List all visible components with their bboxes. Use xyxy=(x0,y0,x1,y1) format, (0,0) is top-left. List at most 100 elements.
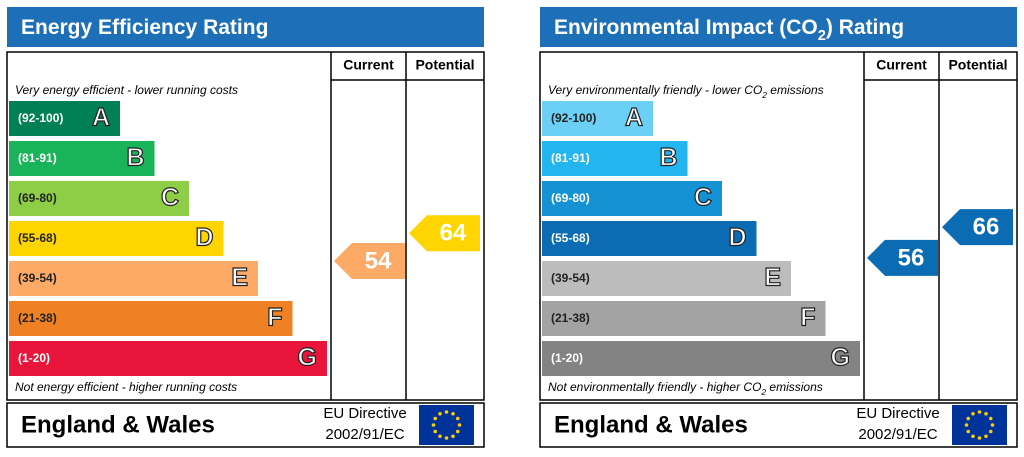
panel-title-part: Energy Efficiency Rating xyxy=(21,16,268,39)
band-range: (69-80) xyxy=(551,191,590,205)
band-letter: A xyxy=(92,104,110,132)
bottom-note-part: 2 xyxy=(760,387,766,397)
column-header: Current xyxy=(876,57,927,73)
title-bar xyxy=(7,7,484,47)
rating-band xyxy=(542,301,826,336)
rating-value: 56 xyxy=(898,244,925,271)
band-range: (81-91) xyxy=(18,151,57,165)
rating-band xyxy=(542,261,791,296)
eu-star xyxy=(438,411,442,416)
eu-star xyxy=(455,416,460,421)
rating-band xyxy=(9,221,224,256)
rating-arrow xyxy=(409,215,480,252)
footer-region: England & Wales xyxy=(21,411,215,438)
band-letter: E xyxy=(764,264,781,292)
rating-value: 54 xyxy=(365,247,392,274)
rating-band xyxy=(9,181,189,216)
band-range: (81-91) xyxy=(551,151,590,165)
eu-star xyxy=(988,429,993,434)
eu-star xyxy=(444,410,449,414)
top-note: Very environmentally friendly - lower CO… xyxy=(548,83,824,100)
top-note-part: emissions xyxy=(767,83,824,97)
eu-star xyxy=(451,434,455,439)
footer-code: 2002/91/EC xyxy=(325,426,404,443)
rating-band xyxy=(9,261,258,296)
bottom-note: Not energy efficient - higher running co… xyxy=(15,380,237,394)
band-letter: C xyxy=(161,184,179,212)
rating-arrow xyxy=(942,209,1013,246)
band-letter: G xyxy=(298,344,317,372)
band-range: (21-38) xyxy=(18,311,57,325)
rating-arrow xyxy=(334,243,405,279)
footer-frame xyxy=(6,402,485,448)
eu-star xyxy=(438,434,442,439)
top-note-part: Very energy efficient - lower running co… xyxy=(15,83,238,97)
bottom-note-part: Not environmentally friendly - higher CO xyxy=(548,380,761,394)
rating-value: 64 xyxy=(440,220,467,247)
table-frame xyxy=(6,51,485,401)
footer-region: England & Wales xyxy=(554,411,748,438)
panel-title-part: Environmental Impact (CO xyxy=(554,16,818,39)
band-letter: A xyxy=(625,104,643,132)
rating-band xyxy=(9,101,120,136)
rating-band xyxy=(9,301,293,336)
rating-band xyxy=(542,101,653,136)
eu-star xyxy=(444,436,449,440)
footer-directive: EU Directive xyxy=(323,405,406,422)
top-note: Very energy efficient - lower running co… xyxy=(15,83,238,97)
eu-star xyxy=(431,423,436,427)
eu-star xyxy=(984,411,988,416)
band-range: (55-68) xyxy=(18,231,57,245)
table-frame xyxy=(539,51,1018,401)
band-range: (1-20) xyxy=(551,351,583,365)
eu-star xyxy=(451,411,455,416)
eu-star xyxy=(971,411,975,416)
band-range: (69-80) xyxy=(18,191,57,205)
title-bar xyxy=(540,7,1017,47)
band-letter: F xyxy=(267,304,282,332)
band-letter: B xyxy=(126,144,144,172)
footer-frame xyxy=(539,402,1018,448)
band-letter: E xyxy=(231,264,248,292)
eu-star xyxy=(977,410,982,414)
panel-title: Energy Efficiency Rating xyxy=(21,16,268,39)
band-range: (92-100) xyxy=(551,111,596,125)
eu-star xyxy=(971,434,975,439)
panel-title: Environmental Impact (CO2) Rating xyxy=(554,16,904,44)
bottom-note: Not environmentally friendly - higher CO… xyxy=(548,380,823,397)
column-header: Potential xyxy=(948,57,1007,73)
rating-band xyxy=(542,341,860,376)
eu-star xyxy=(455,429,460,434)
rating-value: 66 xyxy=(973,213,1000,240)
footer-directive: EU Directive xyxy=(856,405,939,422)
top-note-part: Very environmentally friendly - lower CO xyxy=(548,83,762,97)
rating-band xyxy=(9,341,327,376)
band-range: (21-38) xyxy=(551,311,590,325)
eu-star xyxy=(457,423,462,427)
eu-star xyxy=(966,416,971,421)
eu-star xyxy=(990,423,995,427)
eu-star xyxy=(966,429,971,434)
panel-title-part: 2 xyxy=(818,28,826,44)
panel-title-part: ) Rating xyxy=(826,16,904,39)
eu-star xyxy=(984,434,988,439)
band-range: (39-54) xyxy=(551,271,590,285)
column-header: Potential xyxy=(415,57,474,73)
footer-code: 2002/91/EC xyxy=(858,426,937,443)
rating-band xyxy=(542,181,722,216)
band-range: (92-100) xyxy=(18,111,63,125)
bottom-note-part: emissions xyxy=(766,380,823,394)
eu-star xyxy=(433,429,438,434)
band-letter: F xyxy=(800,304,815,332)
band-letter: B xyxy=(659,144,677,172)
band-letter: D xyxy=(195,224,213,252)
rating-arrow xyxy=(867,239,938,276)
rating-band xyxy=(542,221,757,256)
band-range: (39-54) xyxy=(18,271,57,285)
eu-star xyxy=(977,436,982,440)
band-range: (1-20) xyxy=(18,351,50,365)
eu-star xyxy=(433,416,438,421)
eu-star xyxy=(964,423,969,427)
